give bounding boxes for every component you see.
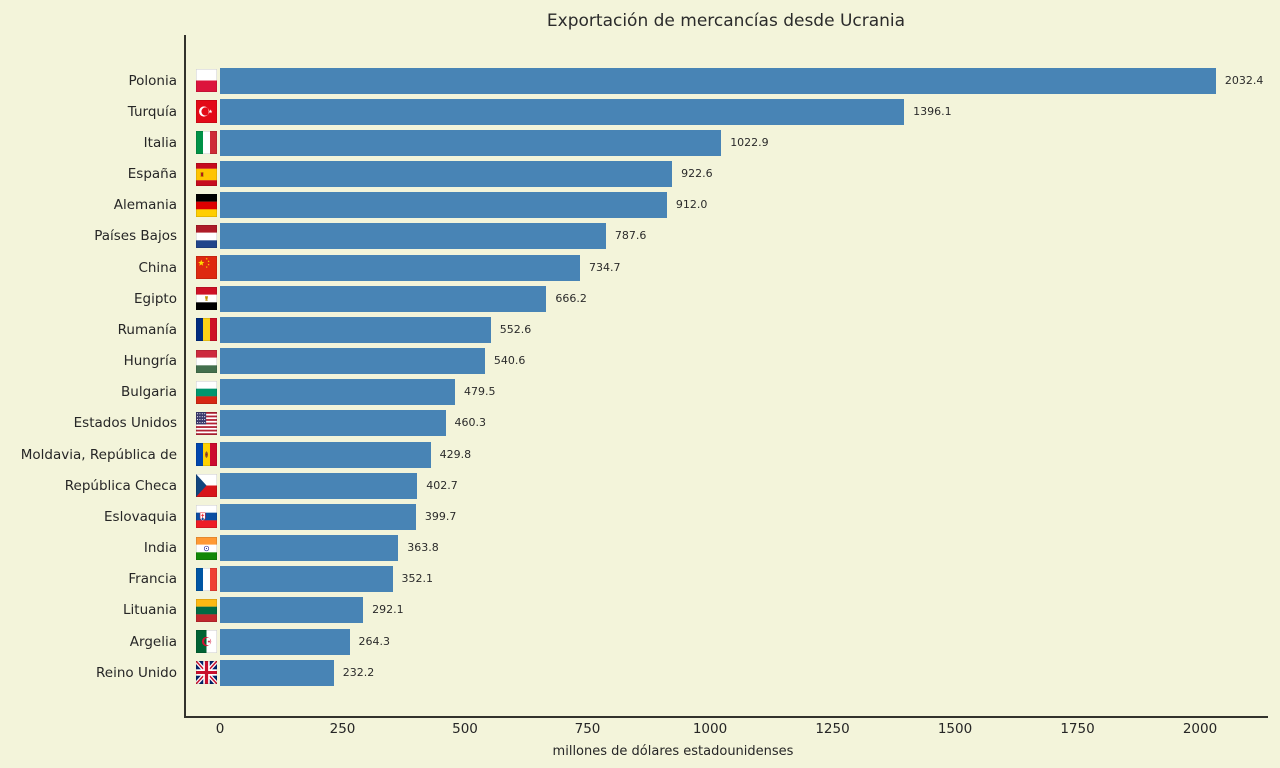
bar [220, 348, 485, 374]
bar [220, 535, 399, 561]
flag-sk-icon [196, 505, 217, 529]
category-label: Argelia [129, 633, 177, 650]
bar [220, 566, 393, 593]
flag-hu-icon [196, 349, 217, 373]
bar [220, 316, 491, 343]
chart-title: Exportación de mercancías desde Ucrania [546, 11, 906, 31]
value-label: 292.1 [372, 603, 404, 617]
x-tick-label: 250 [329, 721, 356, 737]
bar [220, 98, 905, 125]
flag-tr-icon [196, 100, 217, 124]
category-label: España [127, 166, 177, 182]
flag-es-icon [196, 162, 217, 186]
x-axis-line [184, 716, 1268, 718]
bar [220, 441, 431, 468]
value-label: 734.7 [589, 260, 621, 274]
x-tick-label: 1500 [937, 721, 973, 737]
value-label: 429.8 [439, 447, 472, 461]
flag-us-icon [196, 411, 217, 435]
bar [220, 67, 1216, 94]
value-label: 666.2 [555, 291, 587, 305]
flag-bg-icon [196, 380, 217, 404]
value-label: 479.5 [464, 385, 496, 399]
category-label: Estados Unidos [73, 415, 177, 432]
flag-de-icon [196, 193, 217, 217]
value-label: 352.1 [401, 572, 434, 586]
bar [220, 410, 446, 437]
bar [220, 472, 418, 499]
x-axis-label: millones de dólares estadounidenses [552, 744, 794, 759]
category-label: Eslovaquia [104, 508, 177, 525]
flag-in-icon [196, 536, 217, 560]
x-tick-label: 750 [574, 721, 601, 737]
x-tick-label: 0 [215, 721, 225, 737]
value-label: 1396.1 [913, 104, 952, 118]
bar [220, 628, 350, 655]
flag-fr-icon [196, 567, 217, 591]
flag-it-icon [196, 131, 217, 155]
flag-cz-icon [196, 474, 217, 498]
category-label: Polonia [128, 72, 177, 89]
category-label: Rumanía [117, 321, 177, 338]
value-label: 787.6 [614, 229, 647, 243]
category-label: Turquía [127, 103, 177, 120]
value-label: 232.2 [342, 665, 375, 679]
category-label: Países Bajos [94, 228, 177, 245]
category-label: China [138, 259, 177, 276]
category-label: Alemania [113, 197, 177, 214]
flag-pl-icon [196, 69, 217, 92]
bar [220, 659, 334, 686]
value-label: 540.6 [493, 354, 526, 367]
flag-dz-icon [196, 630, 217, 653]
bar [220, 254, 580, 281]
category-label: Bulgaria [121, 384, 177, 401]
bar [220, 223, 606, 250]
bar [220, 161, 673, 187]
category-label: India [143, 540, 177, 556]
category-label: Italia [143, 134, 177, 151]
x-tick-label: 1000 [692, 721, 728, 737]
flag-eg-icon [196, 287, 217, 311]
bar [220, 503, 416, 530]
value-label: 264.3 [358, 634, 391, 648]
category-label: Francia [128, 571, 177, 588]
value-label: 363.8 [407, 541, 439, 554]
category-label: Egipto [134, 290, 177, 307]
value-label: 922.6 [681, 167, 713, 180]
value-label: 399.7 [424, 509, 457, 523]
bar [220, 129, 722, 156]
category-label: Lituania [123, 602, 177, 619]
value-label: 460.3 [454, 416, 487, 430]
bar [220, 285, 547, 312]
x-tick-label: 500 [452, 721, 478, 737]
x-tick-label: 1750 [1060, 721, 1095, 737]
value-label: 2032.4 [1224, 73, 1264, 87]
bar [220, 192, 667, 219]
category-label: Hungría [123, 353, 177, 369]
flag-cn-icon [196, 256, 217, 279]
flag-nl-icon [196, 224, 217, 248]
category-label: Reino Unido [96, 664, 177, 681]
bar [220, 597, 364, 624]
value-label: 552.6 [499, 322, 532, 336]
value-label: 402.7 [426, 478, 458, 492]
bar [220, 379, 455, 406]
x-tick-label: 2000 [1182, 721, 1218, 737]
category-label: Moldavia, República de [20, 446, 177, 463]
flag-lt-icon [196, 598, 217, 622]
flag-gb-icon [196, 661, 217, 685]
flag-md-icon [196, 443, 217, 466]
category-label: República Checa [64, 477, 177, 494]
value-label: 912.0 [675, 198, 708, 212]
flag-ro-icon [196, 318, 217, 342]
y-axis-line [184, 35, 186, 718]
value-label: 1022.9 [730, 135, 769, 149]
x-tick-label: 1250 [815, 721, 850, 737]
